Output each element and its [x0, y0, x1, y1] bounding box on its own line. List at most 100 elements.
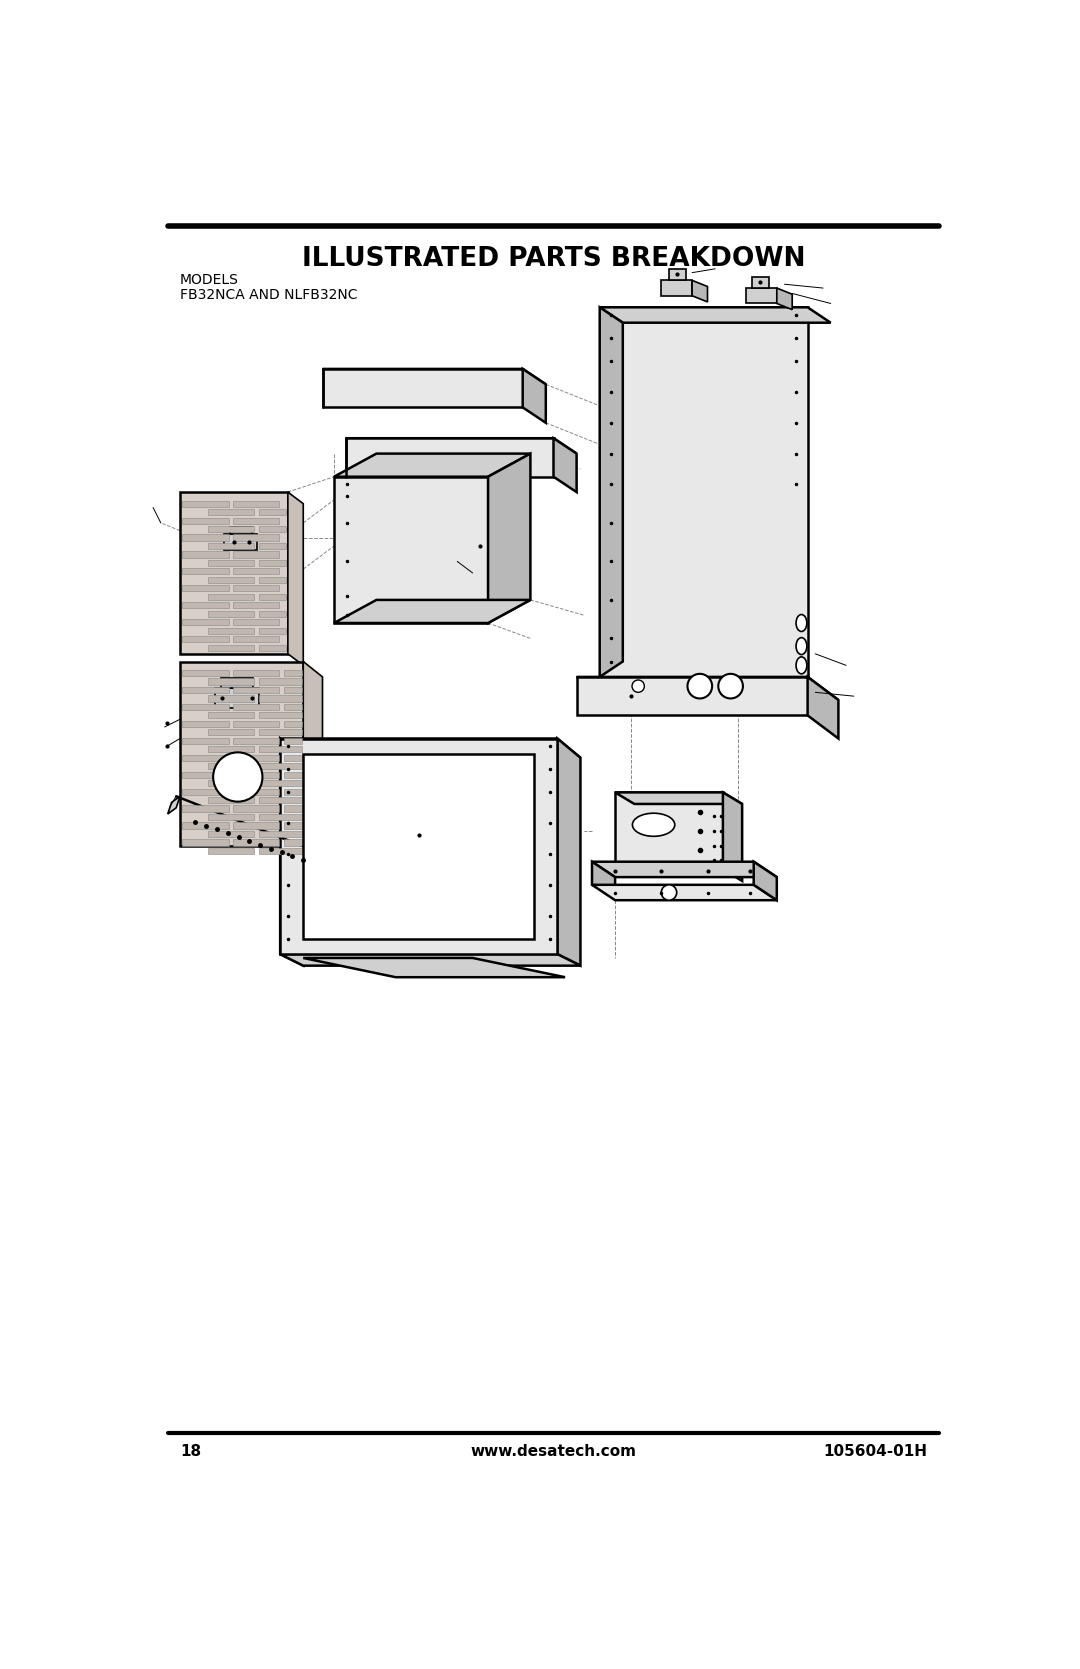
Bar [233, 704, 280, 709]
Circle shape [632, 679, 645, 693]
Text: www.desatech.com: www.desatech.com [471, 1444, 636, 1459]
Bar [207, 542, 254, 549]
Bar [207, 679, 254, 684]
Bar [183, 738, 229, 744]
Bar [183, 603, 229, 609]
Bar [284, 840, 301, 846]
Bar [233, 738, 280, 744]
Polygon shape [592, 861, 616, 896]
Circle shape [688, 674, 712, 698]
Bar [284, 669, 301, 676]
Polygon shape [554, 439, 577, 492]
Polygon shape [280, 955, 580, 966]
Polygon shape [488, 454, 530, 623]
Bar [233, 569, 280, 574]
Polygon shape [280, 738, 303, 966]
Bar [233, 771, 280, 778]
Bar [233, 517, 280, 524]
Polygon shape [167, 796, 180, 814]
Bar [258, 628, 286, 634]
Bar [258, 831, 301, 838]
Bar [233, 823, 280, 828]
Ellipse shape [796, 658, 807, 674]
Polygon shape [669, 269, 686, 280]
Bar [183, 534, 229, 541]
Bar [258, 814, 301, 819]
Bar [183, 586, 229, 591]
Bar [207, 713, 254, 718]
Polygon shape [230, 527, 252, 534]
Ellipse shape [796, 638, 807, 654]
Polygon shape [303, 661, 323, 861]
Bar [183, 517, 229, 524]
Bar [258, 509, 286, 516]
Bar [284, 721, 301, 728]
Bar [258, 577, 286, 582]
Bar [183, 721, 229, 728]
Bar [183, 771, 229, 778]
Polygon shape [723, 793, 742, 881]
Bar [207, 798, 254, 803]
Bar [207, 696, 254, 701]
Bar [233, 619, 280, 626]
Bar [183, 669, 229, 676]
Bar [207, 729, 254, 736]
Bar [207, 611, 254, 618]
Circle shape [718, 674, 743, 698]
Bar [258, 526, 286, 532]
Bar [284, 704, 301, 709]
Bar [284, 823, 301, 828]
Bar [258, 763, 301, 769]
Polygon shape [280, 738, 580, 758]
Bar [183, 788, 229, 794]
Bar [207, 577, 254, 582]
Bar [183, 569, 229, 574]
Bar [258, 779, 301, 786]
Bar [258, 644, 286, 651]
Polygon shape [592, 861, 777, 878]
Bar [233, 636, 280, 643]
Polygon shape [280, 738, 557, 955]
Bar [207, 509, 254, 516]
Polygon shape [616, 793, 742, 804]
Bar [183, 688, 229, 693]
Bar [258, 798, 301, 803]
Polygon shape [215, 688, 259, 708]
Polygon shape [288, 492, 303, 666]
Bar [183, 619, 229, 626]
Bar [207, 763, 254, 769]
Polygon shape [303, 754, 535, 938]
Polygon shape [303, 958, 565, 978]
Polygon shape [616, 793, 723, 870]
Text: FB32NCA AND NLFB32NC: FB32NCA AND NLFB32NC [180, 289, 357, 302]
Bar [207, 526, 254, 532]
Polygon shape [323, 369, 523, 407]
Bar [258, 746, 301, 753]
Bar [183, 806, 229, 811]
Bar [284, 688, 301, 693]
Polygon shape [523, 369, 545, 422]
Bar [233, 754, 280, 761]
Bar [233, 551, 280, 557]
Bar [183, 501, 229, 507]
Bar [207, 628, 254, 634]
Bar [207, 644, 254, 651]
Polygon shape [323, 369, 545, 384]
Bar [258, 679, 301, 684]
Bar [258, 696, 301, 701]
Polygon shape [808, 678, 838, 738]
Bar [233, 788, 280, 794]
Text: ILLUSTRATED PARTS BREAKDOWN: ILLUSTRATED PARTS BREAKDOWN [301, 245, 806, 272]
Polygon shape [746, 289, 777, 304]
Bar [207, 746, 254, 753]
Bar [284, 806, 301, 811]
Polygon shape [334, 599, 530, 623]
Polygon shape [180, 492, 288, 654]
Ellipse shape [633, 813, 675, 836]
Polygon shape [754, 861, 777, 900]
Polygon shape [220, 679, 253, 688]
Bar [258, 729, 301, 736]
Polygon shape [557, 738, 580, 966]
Text: MODELS: MODELS [180, 272, 239, 287]
Bar [207, 594, 254, 599]
